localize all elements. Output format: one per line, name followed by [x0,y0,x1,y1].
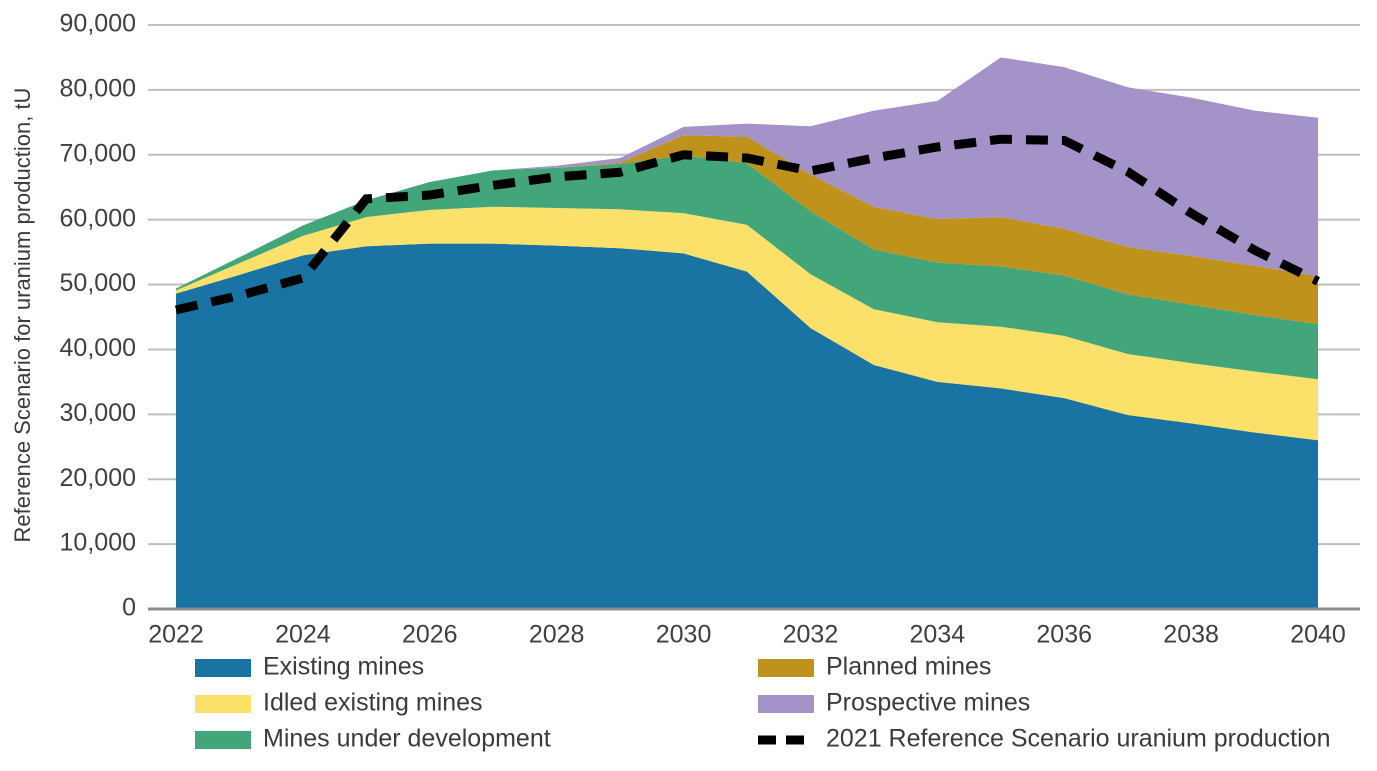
legend-color-swatch [758,695,814,713]
legend-color-swatch [758,659,814,677]
legend-item-planned-mines[interactable]: Planned mines [758,653,991,681]
x-tick-label: 2024 [275,621,331,649]
area-series-planned-mines [176,135,1318,325]
legend-item-prospective-mines[interactable]: Prospective mines [758,689,1030,717]
area-series-mines-under-development [176,155,1318,380]
y-tick-label: 40,000 [60,334,136,362]
x-tick-label: 2036 [1036,621,1092,649]
legend-label: Prospective mines [826,689,1030,717]
reference-scenario-dashed-line [175,134,1320,315]
x-tick-label: 2032 [783,621,839,649]
y-tick-label: 10,000 [60,529,136,557]
x-tick-label: 2030 [656,621,712,649]
x-tick-label: 2026 [402,621,458,649]
legend-color-swatch [195,659,251,677]
area-series-prospective-mines [176,57,1318,289]
y-tick-label: 0 [122,594,136,622]
legend-item-2021-reference-scenario-uranium-production[interactable]: 2021 Reference Scenario uranium producti… [758,725,1330,753]
chart-legend: Existing mines Idled existing mines Mines … [195,653,1330,753]
area-series-idled-existing-mines [176,206,1318,441]
legend-color-swatch [195,731,251,749]
legend-label: Mines under development [263,725,551,753]
y-tick-label: 60,000 [60,204,136,232]
y-tick-label: 30,000 [60,399,136,427]
reference-line-group [175,134,1320,315]
y-axis-title: Reference Scenario for uranium productio… [10,88,35,543]
y-tick-label: 20,000 [60,464,136,492]
x-tick-label: 2040 [1290,621,1346,649]
legend-label: Idled existing mines [263,689,483,717]
legend-label: 2021 Reference Scenario uranium producti… [826,725,1330,753]
legend-item-mines-under-development[interactable]: Mines under development [195,725,551,753]
x-tick-label: 2038 [1163,621,1219,649]
y-tick-label: 80,000 [60,74,136,102]
y-axis-title-group: Reference Scenario for uranium productio… [10,88,35,543]
y-tick-label: 70,000 [60,139,136,167]
y-axis-ticks-group: 0 10,000 20,000 30,000 40,000 50,000 60,000 70,… [60,10,136,622]
y-tick-label: 50,000 [60,269,136,297]
y-tick-label: 90,000 [60,10,136,38]
legend-label: Planned mines [826,653,991,681]
legend-color-swatch [195,695,251,713]
stacked-areas-group [176,57,1318,610]
x-tick-label: 2034 [910,621,966,649]
x-axis-ticks-group: 2022 2024 2026 2028 2030 2032 2034 2036 2038 2040 [148,621,1346,649]
legend-label: Existing mines [263,653,424,681]
x-tick-label: 2028 [529,621,585,649]
legend-item-idled-existing-mines[interactable]: Idled existing mines [195,689,483,717]
legend-item-existing-mines[interactable]: Existing mines [195,653,424,681]
x-tick-label: 2022 [148,621,204,649]
area-series-existing-mines [176,243,1318,610]
